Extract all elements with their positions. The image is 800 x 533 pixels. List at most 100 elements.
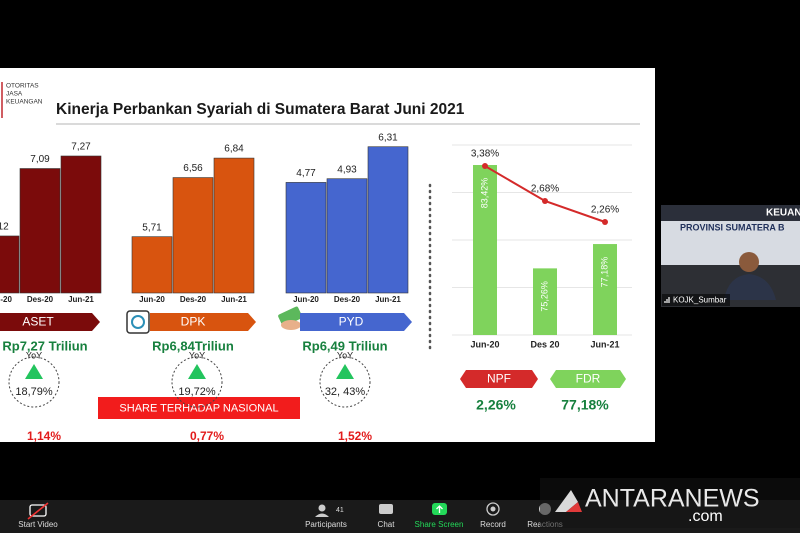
total-label: Rp6,84Triliun	[152, 338, 234, 353]
record-label: Record	[480, 520, 506, 529]
legend-label: NPF	[487, 372, 511, 386]
value-label: 6,56	[183, 163, 203, 174]
watermark-domain: .com	[688, 508, 723, 525]
person-head	[739, 252, 759, 272]
yoy-arrow	[336, 364, 354, 379]
bar	[172, 177, 214, 294]
yoy-arrow	[188, 364, 206, 379]
share-banner	[98, 397, 300, 419]
bar	[0, 235, 20, 294]
share-value: 1,52%	[338, 429, 372, 443]
line-marker	[602, 219, 608, 225]
x-tick-label: Jun-20	[293, 295, 319, 304]
yoy-value: 32, 43%	[325, 386, 366, 398]
share-icon-arrow	[436, 505, 443, 513]
watermark-logo	[555, 490, 578, 512]
share-value: 1,14%	[27, 429, 61, 443]
bar	[473, 165, 497, 335]
name-tag	[662, 294, 730, 306]
value-label: 2,26%	[591, 205, 619, 216]
signal-icon	[664, 297, 670, 303]
bar	[285, 182, 327, 294]
video-corner: KEUAN	[766, 208, 800, 219]
total-label: Rp6,49 Triliun	[302, 338, 387, 353]
bar	[326, 178, 368, 294]
video-off-icon	[27, 502, 49, 520]
x-tick-label: Des-20	[180, 295, 207, 304]
start-video-button[interactable]: Start Video	[18, 502, 58, 529]
slide-title: Kinerja Perbankan Syariah di Sumatera Ba…	[56, 101, 465, 118]
yoy-value: 19,72%	[178, 386, 216, 398]
yoy-arrow	[25, 364, 43, 379]
value-label: 77,18%	[599, 257, 609, 288]
category-label: ASET	[22, 315, 54, 329]
vault-icon	[131, 315, 145, 329]
yoy-circle	[8, 356, 60, 408]
value-label: 3,38%	[471, 149, 499, 160]
share-screen-button[interactable]: Share Screen	[415, 503, 464, 529]
value-label: 5,71	[142, 222, 162, 233]
share-title: SHARE TERHADAP NASIONAL	[119, 402, 278, 414]
chat-icon	[379, 504, 393, 514]
line-marker	[482, 163, 488, 169]
value-label: 75,26%	[539, 281, 549, 312]
hand-icon	[281, 320, 301, 330]
share-value: 0,77%	[190, 429, 224, 443]
x-tick-label: Des-20	[334, 295, 361, 304]
line-marker	[542, 198, 548, 204]
bar	[60, 155, 102, 294]
bar	[593, 244, 617, 335]
logo-text: OTORITAS	[6, 83, 39, 90]
total-label: 2,26%	[476, 397, 516, 413]
yoy-circle	[171, 356, 223, 408]
video-top	[661, 205, 800, 221]
bar	[131, 236, 173, 294]
chat-button[interactable]: Chat	[378, 504, 396, 529]
value-label: 6,31	[378, 132, 398, 143]
category-banner	[300, 313, 412, 331]
bar	[213, 157, 255, 294]
value-label: 4,77	[296, 168, 316, 179]
video-banner: PROVINSI SUMATERA B	[680, 222, 785, 232]
record-button[interactable]: Record	[480, 502, 506, 529]
x-tick-label: Des 20	[530, 339, 559, 349]
start-video-label: Start Video	[18, 520, 58, 529]
yoy-label: YoY	[337, 350, 353, 360]
bar	[19, 168, 61, 294]
category-label: PYD	[339, 315, 364, 329]
chat-label: Chat	[378, 520, 396, 529]
value-label: 6,12	[0, 222, 9, 233]
video-name: KOJK_Sumbar	[673, 296, 727, 305]
legend-label: FDR	[576, 372, 601, 386]
total-label: 77,18%	[561, 397, 609, 413]
participants-icon	[315, 513, 329, 517]
person-body	[724, 274, 776, 300]
category-label: DPK	[181, 315, 206, 329]
participants-label: Participants	[305, 520, 347, 529]
x-tick-label: Jun-21	[221, 295, 247, 304]
yoy-value: 18,79%	[15, 386, 53, 398]
share-screen-label: Share Screen	[415, 520, 464, 529]
x-tick-label: Jun-20	[470, 339, 499, 349]
total-label: Rp7,27 Triliun	[2, 338, 87, 353]
vault-icon	[126, 310, 150, 334]
x-tick-label: Jun-20	[139, 295, 165, 304]
x-tick-label: Jun-21	[590, 339, 619, 349]
participants-button[interactable]: 41 Participants	[305, 504, 347, 530]
bar	[367, 146, 409, 294]
category-banner	[150, 313, 256, 331]
legend-banner	[460, 370, 538, 388]
yoy-label: YoY	[189, 350, 205, 360]
record-icon	[490, 506, 496, 512]
bar	[533, 268, 557, 335]
yoy-circle	[319, 356, 371, 408]
category-banner	[0, 313, 100, 331]
participants-icon	[318, 504, 326, 512]
x-tick-label: Jun-21	[375, 295, 401, 304]
x-tick-label: Jun-21	[68, 295, 94, 304]
value-label: 7,27	[71, 142, 91, 153]
watermark-logo	[566, 502, 582, 512]
value-label: 6,84	[224, 144, 244, 155]
